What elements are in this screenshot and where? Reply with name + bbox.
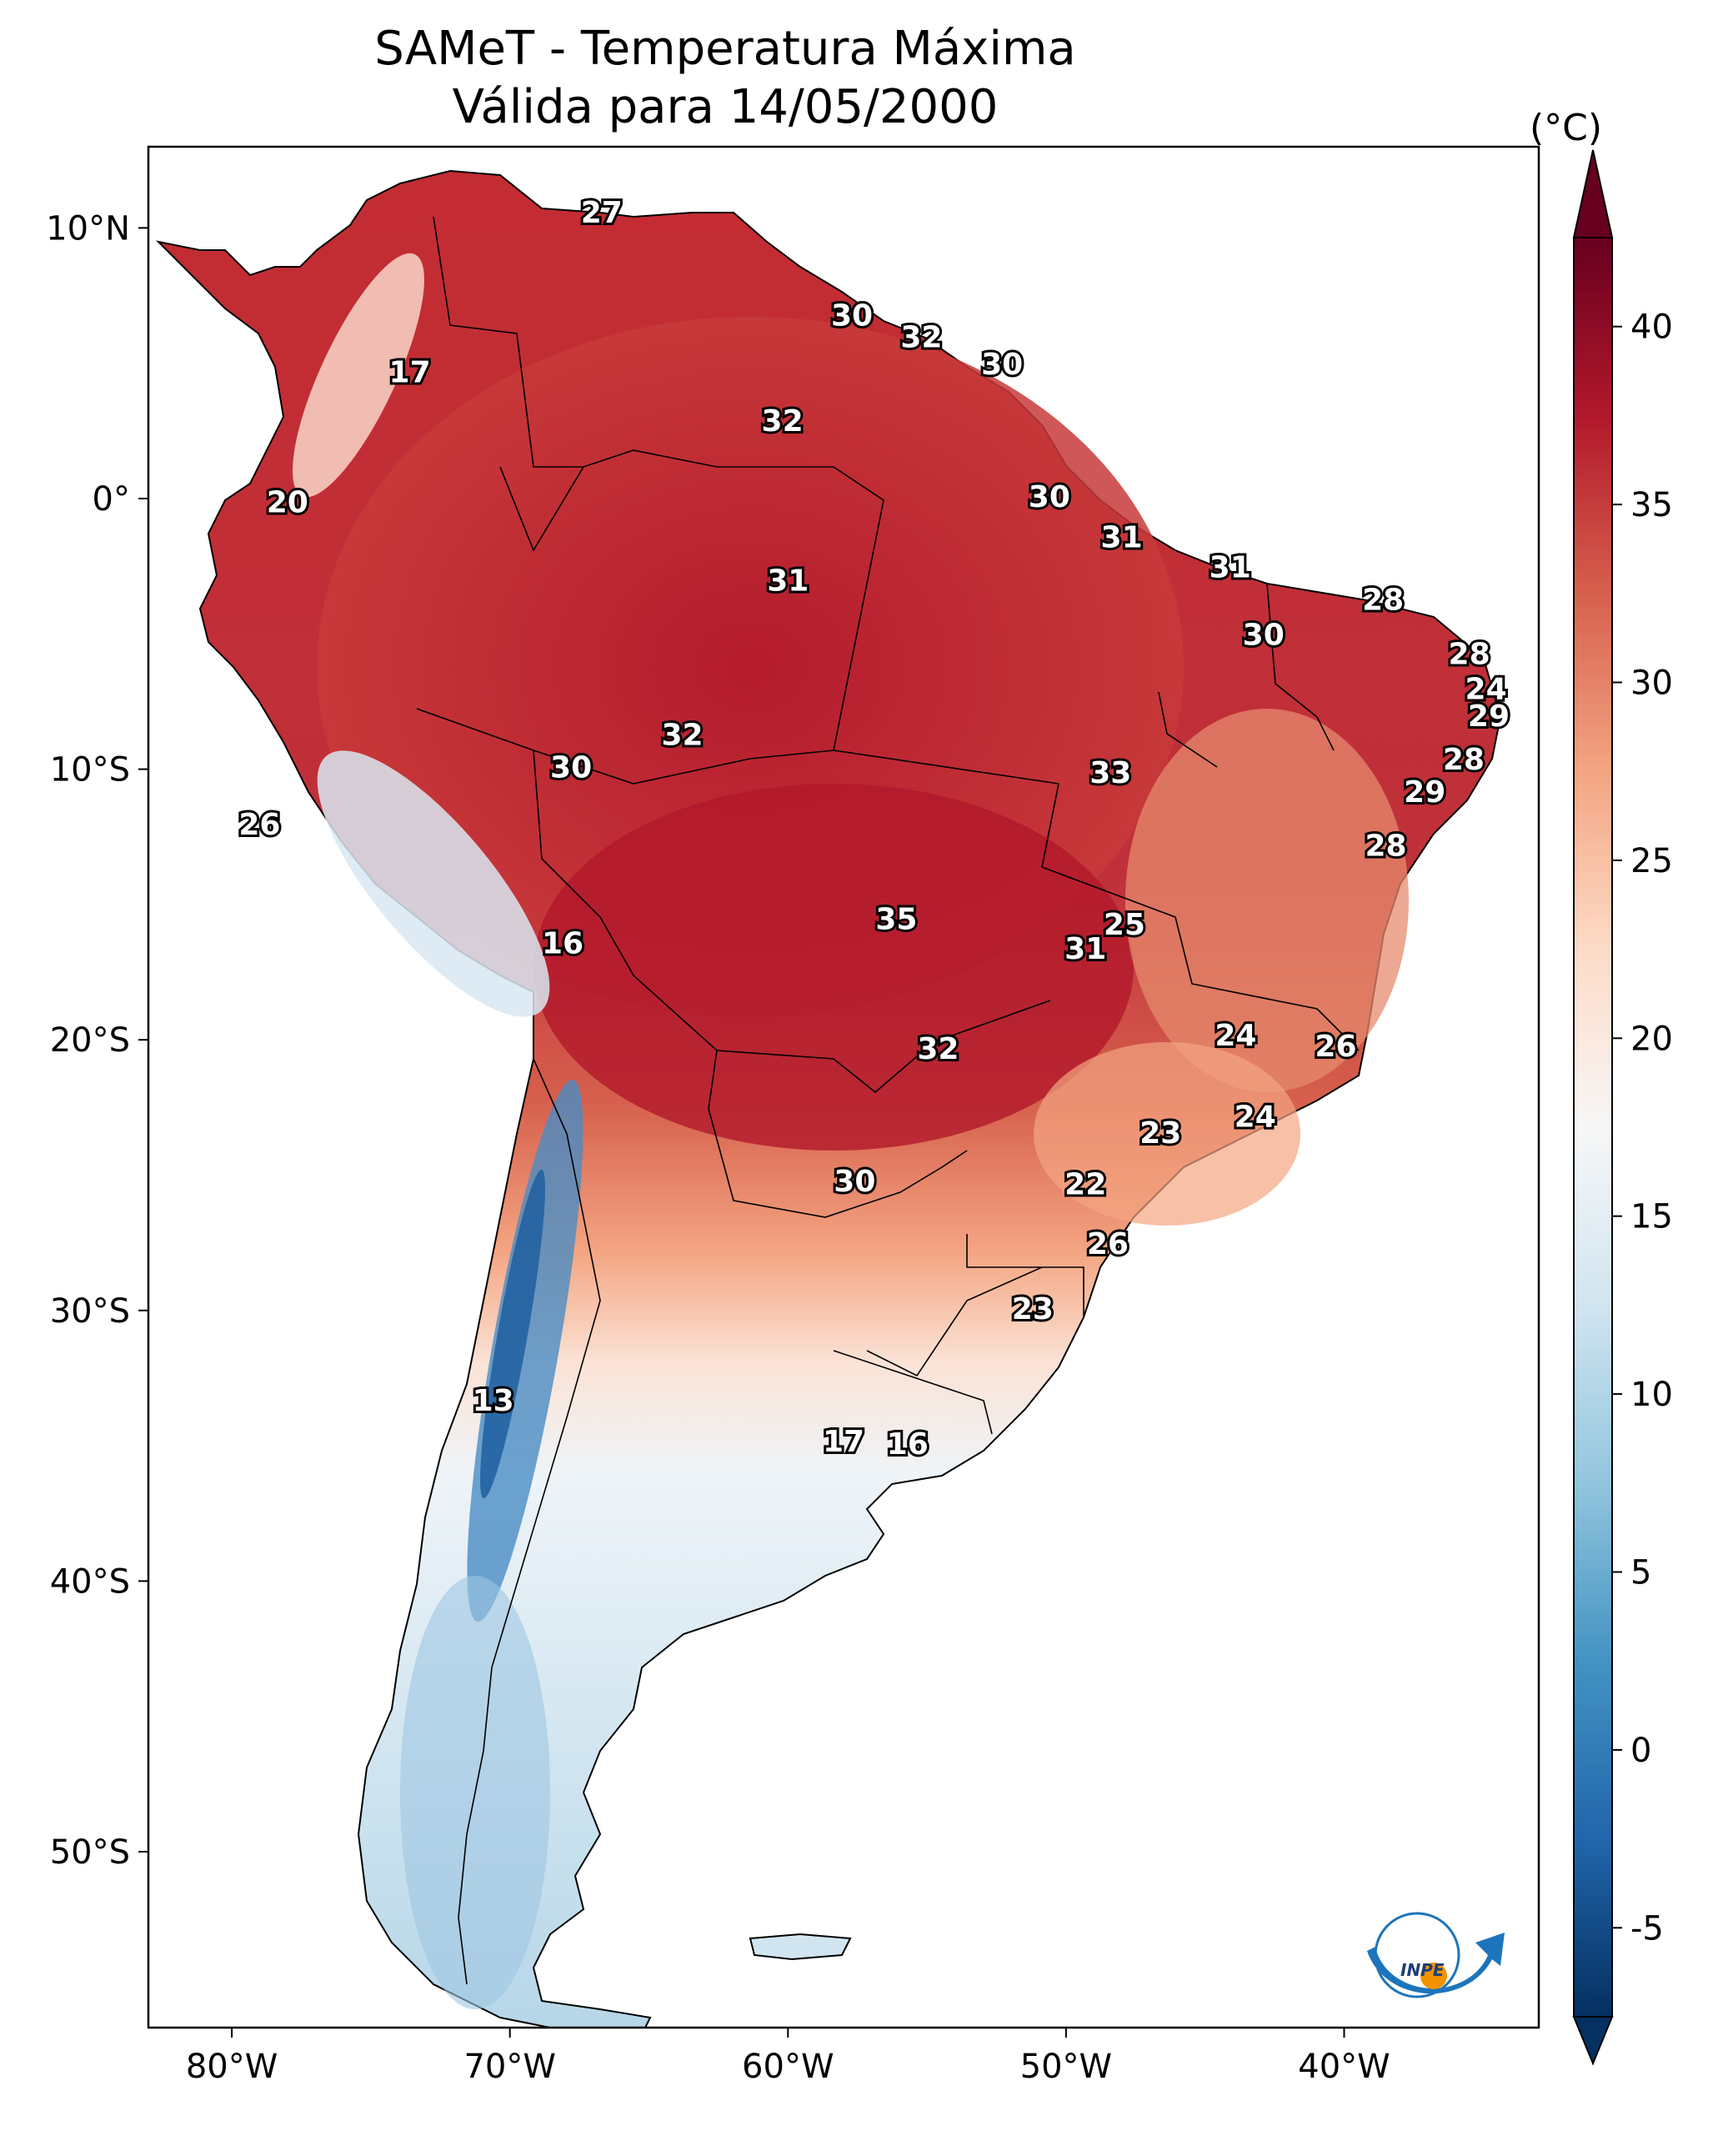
map-title-line2: Válida para 14/05/2000	[452, 80, 999, 134]
temperature-label: 32	[661, 719, 703, 753]
colorbar-tick-label: 15	[1630, 1198, 1673, 1236]
y-tick-label: 30°S	[50, 1292, 130, 1331]
temperature-label: 25	[1104, 908, 1145, 942]
temperature-label: 23	[1139, 1116, 1181, 1151]
temperature-label: 24	[1235, 1100, 1276, 1134]
temperature-label: 30	[981, 348, 1023, 382]
temperature-label: 31	[1210, 550, 1251, 584]
falkland-islands	[749, 1933, 852, 1961]
temperature-label: 16	[542, 927, 584, 961]
temperature-label: 28	[1443, 743, 1485, 777]
colorbar-min-extension	[1572, 2016, 1614, 2066]
temperature-label: 30	[834, 1165, 875, 1199]
y-tick-label: 50°S	[50, 1833, 130, 1872]
central-hot-zone	[533, 784, 1134, 1151]
temperature-label: 22	[1064, 1167, 1106, 1201]
inpe-logo-text: INPE	[1400, 1960, 1445, 1980]
temperature-label: 20	[267, 485, 308, 519]
temperature-label: 31	[767, 564, 809, 599]
temperature-label: 16	[887, 1427, 929, 1462]
x-tick-label: 40°W	[1298, 2048, 1390, 2086]
temperature-label: 30	[1029, 480, 1070, 514]
temperature-label: 26	[1315, 1030, 1356, 1064]
colorbar-tick-label: 40	[1630, 308, 1673, 347]
temperature-label: 17	[389, 356, 431, 390]
andes-cold-core	[480, 1170, 545, 1498]
y-tick-label: 10°N	[46, 209, 130, 248]
temperature-label: 31	[1064, 932, 1106, 966]
y-tick-label: 10°S	[50, 751, 130, 790]
colorbar-ticks: 40 35 30 25 20 15 10 5 0 -5	[1612, 308, 1673, 1948]
temperature-label: 30	[550, 751, 592, 785]
temperature-label: 26	[1087, 1227, 1129, 1261]
temperature-label: 33	[1089, 756, 1131, 790]
x-tick-label: 80°W	[186, 2048, 278, 2086]
northeast-warm-zone	[1125, 709, 1409, 1092]
x-tick-label: 50°W	[1020, 2048, 1112, 2086]
map-title-line1: SAMeT - Temperatura Máxima	[374, 22, 1076, 76]
southeast-warm-zone	[1034, 1042, 1300, 1226]
temperature-label: 13	[473, 1384, 514, 1418]
temperature-label: 27	[581, 196, 623, 230]
x-tick-label: 70°W	[463, 2048, 555, 2086]
colorbar-tick-label: 35	[1630, 486, 1673, 524]
colorbar-tick-label: 25	[1630, 842, 1673, 880]
colorbar-tick-label: -5	[1630, 1909, 1664, 1948]
y-tick-label: 0°	[93, 480, 130, 519]
colorbar-tick-label: 30	[1630, 664, 1673, 703]
colorbar-tick-label: 0	[1630, 1732, 1651, 1770]
temperature-label: 23	[1012, 1292, 1054, 1326]
temperature-label: 32	[762, 404, 804, 439]
x-tick-label: 60°W	[742, 2048, 834, 2086]
temperature-label: 30	[1243, 619, 1285, 653]
temperature-label: 32	[900, 320, 942, 354]
temperature-label: 29	[1404, 775, 1445, 810]
y-tick-label: 20°S	[50, 1021, 130, 1060]
colorbar-unit: (°C)	[1530, 107, 1603, 149]
country-borders	[416, 216, 1360, 1985]
temperature-label: 32	[917, 1032, 959, 1066]
andes-cool-strip-north	[293, 253, 424, 498]
map-frame	[147, 145, 1540, 2029]
y-axis: 10°N 0° 10°S 20°S 30°S 40°S 50°S	[46, 209, 148, 1872]
temperature-label: 31	[1101, 521, 1143, 555]
colorbar-tick-label: 20	[1630, 1020, 1673, 1058]
colorbar-max-extension	[1572, 149, 1614, 238]
temperature-label: 28	[1449, 637, 1490, 671]
temperature-label: 17	[823, 1425, 864, 1459]
temperature-label: 29	[1468, 699, 1510, 734]
colorbar-gradient	[1573, 237, 1613, 2018]
inpe-logo-dot	[1420, 1963, 1447, 1989]
temperature-label: 28	[1365, 830, 1406, 864]
x-axis: 80°W 70°W 60°W 50°W 40°W	[186, 2028, 1390, 2086]
temperature-label: 28	[1362, 583, 1404, 617]
temperature-label: 24	[1465, 672, 1507, 706]
temperature-label: 24	[1215, 1019, 1256, 1053]
colorbar-tick-label: 5	[1630, 1554, 1651, 1592]
colorbar-tick-label: 10	[1630, 1376, 1673, 1414]
temperature-label: 26	[238, 808, 280, 842]
inpe-logo-swoosh	[1367, 1933, 1505, 1994]
inpe-logo: INPE	[1367, 1912, 1505, 1998]
inpe-logo-ring	[1374, 1912, 1460, 1998]
temperature-label: 35	[875, 902, 917, 936]
temperature-label: 30	[831, 299, 873, 333]
y-tick-label: 40°S	[50, 1562, 130, 1601]
andes-cool-strip-peru	[317, 750, 550, 1017]
colorbar: 40 35 30 25 20 15 10 5 0 -5	[1572, 149, 1673, 2066]
andes-cold-strip-chile	[467, 1079, 584, 1622]
